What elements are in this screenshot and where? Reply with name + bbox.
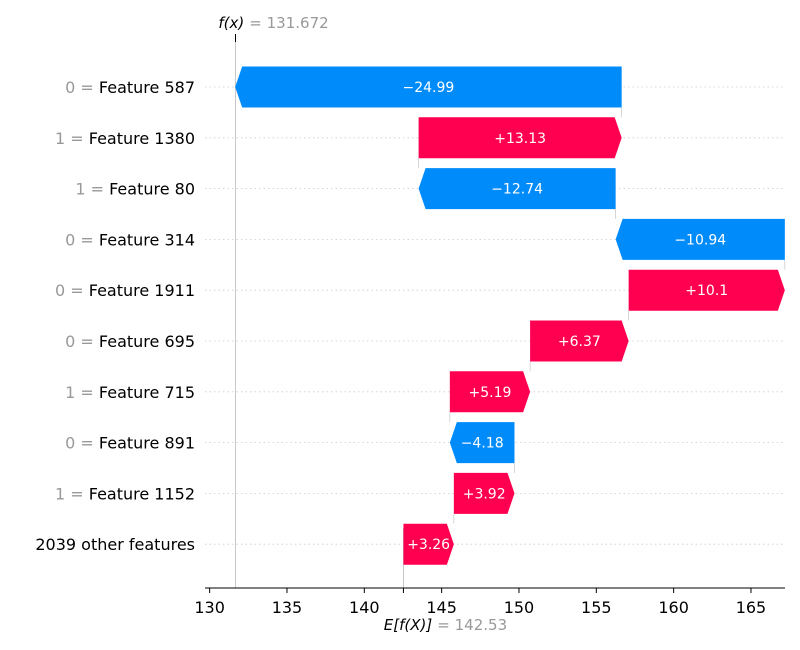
reference-lines	[235, 34, 404, 588]
bar-2	[418, 117, 622, 159]
feature-label-8: 0 = Feature 891	[65, 434, 195, 453]
feature-name: Feature 80	[109, 180, 195, 199]
bar-1	[235, 66, 622, 108]
feature-value: 1 =	[75, 180, 109, 199]
feature-value: 0 =	[65, 230, 99, 249]
bar-label-9: +3.92	[463, 486, 506, 502]
feature-label-1: 0 = Feature 587	[65, 78, 195, 97]
feature-name: Feature 314	[99, 230, 195, 249]
feature-label-6: 0 = Feature 695	[65, 332, 195, 351]
efx-value: 142.53	[455, 616, 508, 634]
feature-name: Feature 1911	[89, 281, 195, 300]
feature-value: 1 =	[55, 484, 89, 503]
feature-label-9: 1 = Feature 1152	[55, 484, 195, 503]
feature-name: 2039 other features	[35, 535, 195, 554]
bar-label-8: −4.18	[461, 436, 504, 452]
bar-10	[403, 523, 454, 565]
feature-name: Feature 695	[99, 332, 195, 351]
x-tick-label: 130	[194, 598, 225, 617]
bar-label-6: +6.37	[558, 334, 601, 350]
x-tick-label: 160	[658, 598, 689, 617]
fx-label: f(x)	[218, 14, 244, 32]
feature-name: Feature 891	[99, 434, 195, 453]
x-tick-label: 165	[736, 598, 767, 617]
feature-label-5: 0 = Feature 1911	[55, 281, 195, 300]
x-tick-label: 135	[272, 598, 303, 617]
x-tick-label: 150	[504, 598, 535, 617]
feature-value: 0 =	[55, 281, 89, 300]
bar-6	[530, 320, 629, 362]
feature-value: 1 =	[55, 129, 89, 148]
bar-label-7: +5.19	[469, 385, 512, 401]
fx-eq: =	[249, 14, 266, 32]
bar-8	[449, 422, 515, 464]
bar-label-4: −10.94	[674, 232, 726, 248]
x-tick-label: 145	[426, 598, 457, 617]
feature-label-7: 1 = Feature 715	[65, 383, 195, 402]
feature-label-10: 2039 other features	[35, 535, 195, 554]
feature-value: 0 =	[65, 434, 99, 453]
fx-annotation: f(x) = 131.672	[218, 13, 328, 32]
feature-label-3: 1 = Feature 80	[75, 180, 195, 199]
bar-7	[449, 371, 531, 413]
feature-value: 0 =	[65, 78, 99, 97]
bar-label-5: +10.1	[685, 283, 728, 299]
bar-5	[628, 269, 785, 311]
efx-label: E[f(X)]	[384, 616, 433, 634]
efx-annotation: E[f(X)] = 142.53	[384, 615, 507, 634]
bar-3	[418, 168, 616, 210]
bar-label-10: +3.26	[407, 537, 450, 553]
bars: −24.99 +13.13 −12.74 −10.94 +10.1 +6.37 +5.19 −…	[235, 66, 786, 565]
fx-value: 131.672	[267, 14, 329, 32]
bar-label-2: +13.13	[494, 131, 546, 147]
x-axis: 130 135 140 145 150 155 160 165	[194, 587, 785, 617]
efx-eq: =	[437, 616, 454, 634]
feature-name: Feature 715	[99, 383, 195, 402]
x-tick-label: 155	[581, 598, 612, 617]
feature-name: Feature 1380	[89, 129, 195, 148]
x-tick-label: 140	[349, 598, 380, 617]
feature-name: Feature 587	[99, 78, 195, 97]
bar-label-1: −24.99	[403, 80, 455, 96]
bar-9	[453, 472, 515, 514]
bar-label-3: −12.74	[491, 182, 543, 198]
feature-value: 0 =	[65, 332, 99, 351]
feature-value: 1 =	[65, 383, 99, 402]
bar-4	[615, 218, 785, 260]
feature-label-4: 0 = Feature 314	[65, 230, 195, 249]
feature-name: Feature 1152	[89, 484, 195, 503]
feature-label-2: 1 = Feature 1380	[55, 129, 195, 148]
